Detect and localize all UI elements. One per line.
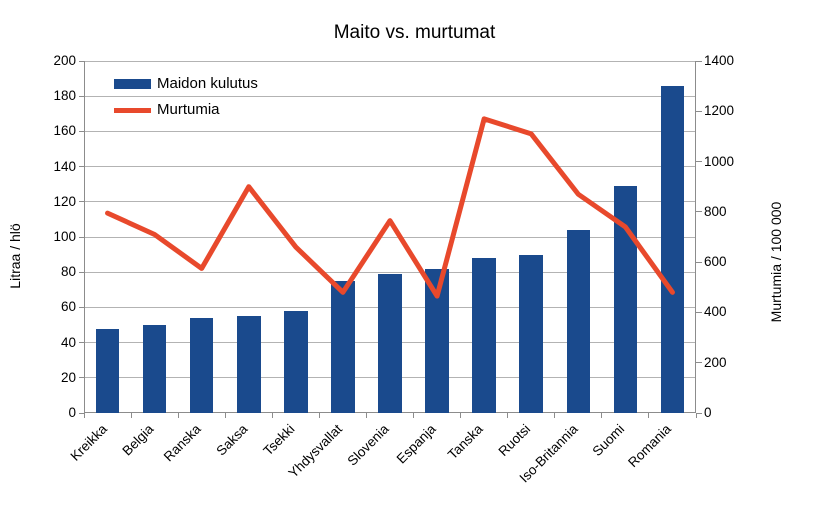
left-tick-label: 100 (53, 229, 76, 244)
left-axis-tick (79, 236, 84, 238)
x-label-ranska: Ranska (160, 421, 204, 465)
x-axis-tick (177, 413, 179, 418)
x-axis-tick (507, 413, 509, 418)
legend-label-milk: Maidon kulutus (157, 75, 258, 92)
left-tick-label: 180 (53, 88, 76, 104)
left-axis-tick (79, 377, 84, 379)
gridline (84, 60, 696, 62)
gridline (84, 236, 696, 238)
right-axis-tick (696, 110, 702, 112)
fractures-line-layer (105, 116, 675, 299)
x-axis-tick (318, 413, 320, 418)
left-axis-tick (79, 130, 84, 132)
x-label-belgia: Belgia (119, 421, 157, 459)
left-tick-label: 20 (60, 369, 76, 385)
left-axis-tick (79, 412, 84, 414)
legend-bar-swatch-icon (114, 79, 151, 89)
fractures-line (105, 116, 675, 299)
right-tick-label: 200 (704, 354, 727, 370)
bar-tanska (472, 258, 496, 413)
left-tick-label: 120 (53, 193, 76, 209)
right-axis-tick (696, 261, 702, 263)
x-axis-tick (224, 413, 226, 418)
legend-item-milk: Maidon kulutus (114, 71, 258, 97)
bar-tsekki (284, 310, 308, 413)
right-axis-tick (696, 211, 702, 213)
bar-belgia (142, 325, 167, 413)
x-label-slovenia: Slovenia (344, 421, 392, 469)
left-axis-tick (79, 95, 84, 97)
legend-label-fractures: Murtumia (157, 101, 220, 118)
legend-line-swatch-icon (114, 107, 151, 113)
x-axis-tick (648, 413, 650, 418)
right-axis-tick (696, 412, 702, 414)
bar-saksa (237, 316, 261, 413)
bar-yhdysvallat (331, 281, 355, 413)
right-axis-tick (696, 60, 702, 62)
x-label-ruotsi: Ruotsi (495, 421, 534, 460)
bar-espanja (425, 268, 449, 413)
right-tick-label: 1400 (704, 53, 735, 68)
x-axis-tick (365, 413, 367, 418)
x-label-saksa: Saksa (213, 421, 251, 459)
left-axis-tick (79, 306, 84, 308)
plot-area (84, 60, 696, 413)
x-axis-tick (130, 413, 132, 418)
x-label-espanja: Espanja (393, 421, 440, 467)
left-axis-tick (79, 342, 84, 344)
gridline (84, 166, 696, 168)
x-label-tsekki: Tsekki (260, 421, 298, 459)
left-tick-label: 60 (60, 299, 76, 315)
x-label-suomi: Suomi (589, 421, 628, 460)
bar-ranska (189, 317, 214, 413)
x-axis-tick (554, 413, 556, 418)
bar-ruotsi (519, 254, 543, 413)
x-label-kreikka: Kreikka (67, 421, 110, 464)
right-axis-line (695, 61, 696, 413)
right-axis-tick (696, 161, 702, 163)
bar-romania (660, 85, 685, 413)
right-tick-label: 800 (704, 203, 727, 219)
x-axis-tick (601, 413, 603, 418)
right-axis-tick (696, 362, 702, 364)
left-axis-tick (79, 271, 84, 273)
right-tick-label: 600 (704, 254, 727, 270)
bar-iso-britannia (566, 229, 591, 413)
left-tick-label: 0 (68, 405, 76, 420)
right-tick-label: 400 (704, 304, 727, 320)
chart-title: Maito vs. murtumat (333, 22, 496, 43)
left-axis-line (84, 61, 85, 413)
legend-item-fractures: Murtumia (114, 97, 258, 123)
bar-slovenia (378, 273, 402, 413)
bar-suomi (613, 185, 638, 413)
gridline (84, 95, 696, 97)
x-axis-tick (460, 413, 462, 418)
gridline (84, 130, 696, 132)
left-tick-label: 40 (60, 334, 76, 350)
right-tick-label: 1000 (704, 153, 735, 169)
gridline (84, 201, 696, 203)
x-axis-tick (695, 413, 697, 418)
x-axis-tick (83, 413, 85, 418)
gridline (84, 271, 696, 273)
legend: Maidon kulutus Murtumia (114, 71, 258, 123)
right-tick-label: 1200 (704, 103, 735, 119)
right-axis-tick (696, 311, 702, 313)
left-axis-tick (79, 201, 84, 203)
left-tick-label: 80 (60, 264, 76, 280)
x-axis-tick (271, 413, 273, 418)
x-label-romania: Romania (625, 421, 675, 471)
left-axis-tick (79, 60, 84, 62)
right-tick-label: 0 (704, 405, 712, 420)
left-tick-label: 140 (53, 158, 76, 174)
right-axis-title: Murtumia / 100 000 (768, 201, 784, 323)
left-axis-tick (79, 166, 84, 168)
left-tick-label: 200 (53, 53, 76, 68)
x-label-tanska: Tanska (445, 421, 487, 463)
left-tick-label: 160 (53, 123, 76, 139)
bar-kreikka (95, 328, 120, 413)
x-axis-tick (413, 413, 415, 418)
